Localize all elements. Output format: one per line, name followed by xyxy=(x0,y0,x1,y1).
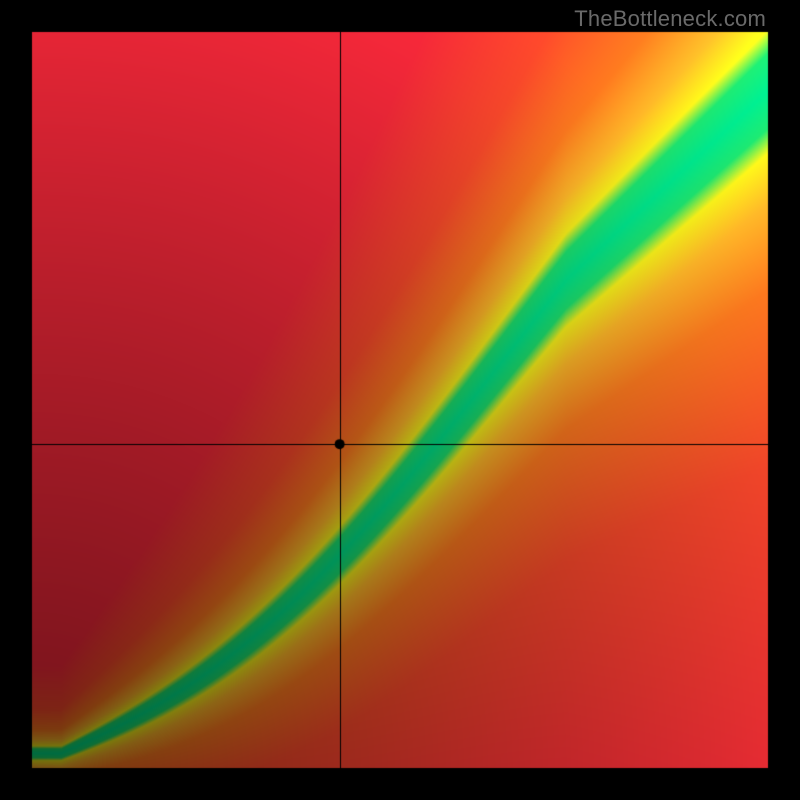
bottleneck-heatmap xyxy=(0,0,800,800)
chart-container: TheBottleneck.com xyxy=(0,0,800,800)
watermark-text: TheBottleneck.com xyxy=(574,6,766,32)
